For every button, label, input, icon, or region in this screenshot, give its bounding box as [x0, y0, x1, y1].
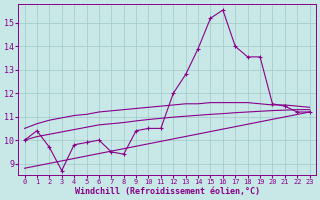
X-axis label: Windchill (Refroidissement éolien,°C): Windchill (Refroidissement éolien,°C)	[75, 187, 260, 196]
